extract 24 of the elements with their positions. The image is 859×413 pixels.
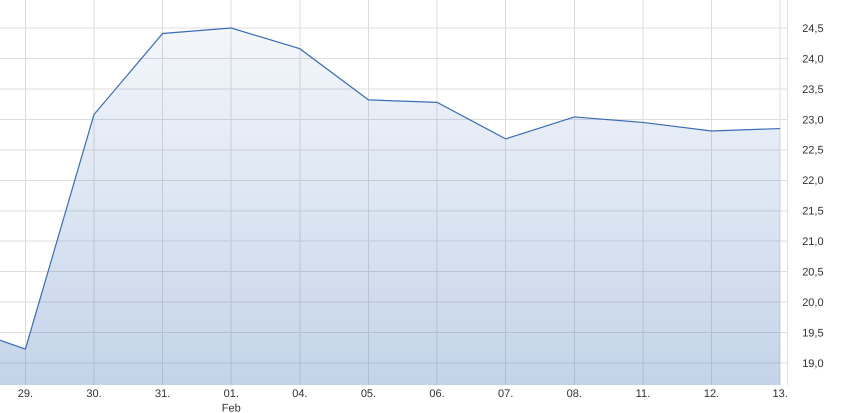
y-tick-label: 19,5: [802, 327, 824, 340]
y-tick-label: 22,0: [802, 175, 824, 188]
x-tick-label: 01. Feb: [222, 388, 241, 413]
x-tick-label: 30.: [86, 388, 102, 400]
y-tick-label: 21,0: [802, 236, 824, 248]
x-tick-label: 31.: [154, 388, 170, 400]
y-tick-label: 19,0: [802, 358, 824, 370]
y-tick-label: 20,0: [802, 297, 824, 309]
x-tick-label: 06.: [429, 388, 445, 400]
x-tick-label: 04.: [292, 388, 308, 400]
x-tick-label: 05.: [360, 388, 376, 400]
y-tick-label: 24,0: [802, 53, 824, 66]
x-tick-label: 07.: [498, 388, 514, 400]
x-tick-label: 29.: [18, 388, 34, 400]
x-tick-label: 11.: [636, 388, 650, 400]
x-tick-label: 13.: [772, 388, 788, 400]
y-tick-label: 23,5: [802, 84, 824, 96]
y-tick-label: 23,0: [802, 114, 824, 126]
y-tick-label: 24,5: [802, 22, 824, 35]
y-tick-label: 22,5: [802, 144, 824, 157]
x-tick-label: 08.: [566, 388, 582, 400]
y-tick-label: 21,5: [802, 206, 824, 218]
y-tick-label: 20,5: [802, 266, 824, 279]
x-tick-label: 12.: [704, 388, 720, 400]
